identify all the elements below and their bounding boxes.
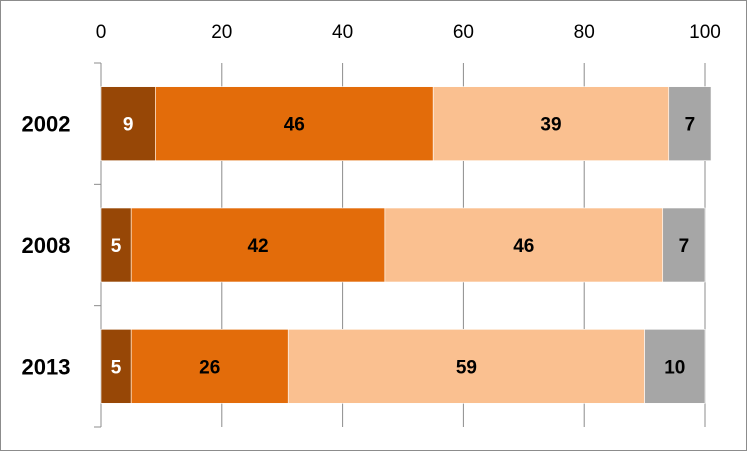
bar-segment (384, 207, 664, 283)
data-label: 26 (199, 357, 220, 378)
bar-segment (100, 86, 156, 161)
bar-segment (432, 86, 670, 161)
x-tick-label: 100 (689, 22, 721, 43)
data-label: 5 (111, 357, 122, 378)
data-label: 7 (685, 115, 696, 136)
data-label: 10 (664, 357, 685, 378)
bars (100, 86, 712, 404)
labels: 9 46 39 7 5 42 46 7 5 26 59 10 (111, 115, 695, 379)
bar-segment (130, 329, 289, 404)
bar-segment (644, 329, 706, 404)
data-label: 46 (284, 115, 305, 136)
bar-segment (287, 329, 645, 404)
category-label: 2008 (22, 233, 71, 258)
data-label: 5 (111, 236, 122, 257)
bar-segment (662, 207, 706, 283)
data-label: 39 (540, 115, 561, 136)
data-label: 46 (513, 236, 534, 257)
bar-segment (668, 86, 712, 161)
data-label: 42 (247, 236, 268, 257)
category-label: 2013 (22, 354, 71, 379)
data-label: 7 (679, 236, 690, 257)
bar-segment (155, 86, 434, 161)
data-label: 9 (123, 115, 134, 136)
axes: 0 20 40 60 80 100 2002 2008 2013 (22, 22, 721, 428)
category-label: 2002 (22, 112, 71, 137)
x-tick-label: 60 (453, 22, 474, 43)
x-tick-label: 20 (211, 22, 232, 43)
x-tick-label: 0 (96, 22, 107, 43)
x-tick-label: 40 (332, 22, 353, 43)
bar-segment (100, 329, 132, 404)
x-tick-label: 80 (574, 22, 595, 43)
bar-segment (130, 207, 386, 283)
data-label: 59 (456, 357, 477, 378)
